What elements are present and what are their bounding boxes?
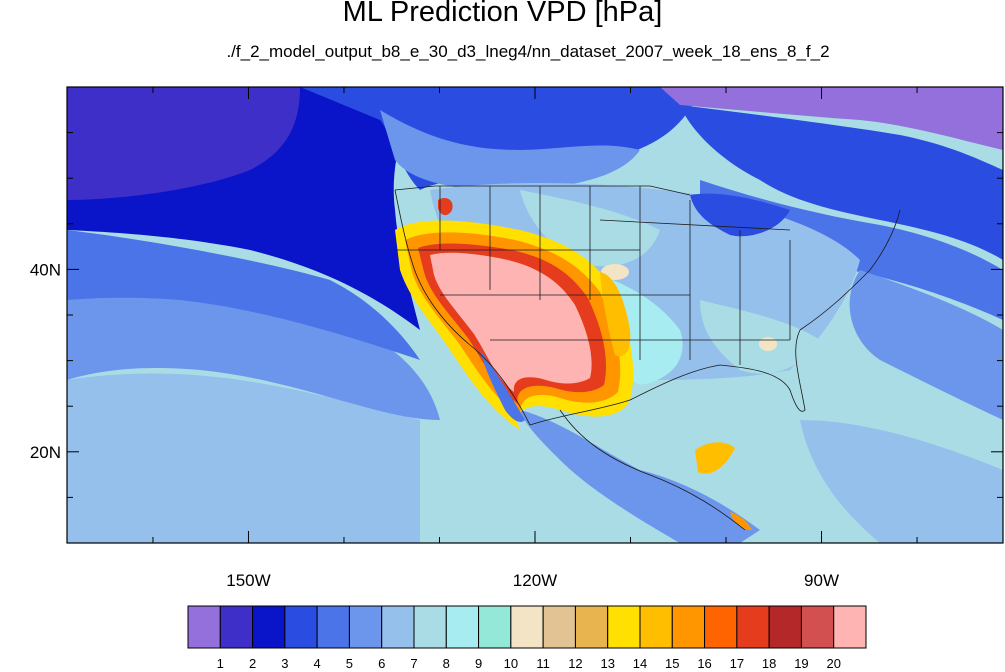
colorbar-label: 11 [536, 656, 550, 671]
colorbar-swatch [768, 605, 802, 649]
colorbar-swatch [381, 605, 415, 649]
colorbar-label: 9 [475, 656, 482, 671]
pacific-coastline [394, 189, 531, 426]
gulf-atlantic-coastline [529, 209, 901, 426]
colorbar-swatch [413, 605, 447, 649]
colorbar-label: 13 [600, 656, 614, 671]
colorbar-label: 1 [217, 656, 224, 671]
field-level-15-yucatan [695, 442, 735, 474]
lat-tick-label: 20N [30, 443, 61, 462]
colorbar-label: 19 [794, 656, 808, 671]
field-level-6-canada [380, 110, 640, 190]
colorbar-label: 4 [314, 656, 321, 671]
colorbar-swatch [510, 605, 544, 649]
field-great-lakes [690, 193, 790, 237]
field-level-4-east [680, 105, 1003, 260]
field-level-2-pacific [67, 87, 300, 200]
colorbar-label: 15 [665, 656, 679, 671]
colorbar-swatch [348, 605, 383, 649]
colorbar-swatch [187, 605, 221, 649]
field-level-5-ocean [67, 230, 420, 360]
field-gulf-of-california [480, 350, 525, 422]
field-level-4-canada [300, 87, 700, 190]
field-level-20 [430, 252, 592, 392]
lat-tick-label: 40N [30, 260, 61, 279]
field-level-7-caribbean [800, 420, 1003, 543]
colorbar-swatch [219, 605, 254, 649]
colorbar-swatch [736, 605, 770, 649]
field-level-8-southeast [700, 300, 820, 374]
colorbar-swatch [445, 605, 480, 649]
state-borders-vertical [439, 186, 791, 365]
colorbar-label: 12 [568, 656, 582, 671]
field-level-18-idaho [438, 198, 453, 216]
colorbar-swatch [833, 605, 867, 649]
colorbar-label: 2 [249, 656, 256, 671]
colorbar-label: 17 [730, 656, 744, 671]
colorbar-label: 3 [281, 656, 288, 671]
map-axis-ticks: 150W 120W 90W 40N 20N [30, 86, 1003, 590]
lon-tick-label: 90W [804, 571, 839, 590]
colorbar-label: 7 [410, 656, 417, 671]
colorbar-swatch [316, 605, 350, 649]
map-title: ML Prediction VPD [hPa] [342, 0, 663, 28]
lon-tick-label: 120W [513, 571, 557, 590]
map-boundaries [394, 185, 901, 531]
colorbar-label: 18 [762, 656, 776, 671]
colorbar-swatch [639, 605, 673, 649]
lon-tick-label: 150W [226, 571, 270, 590]
colorbar-label: 5 [346, 656, 353, 671]
colorbar: 1 2 3 4 5 6 7 8 9 10 11 12 13 14 15 16 17 18 19 20 [187, 605, 867, 671]
colorbar-label: 14 [633, 656, 647, 671]
field-level-15-plains [600, 272, 631, 357]
colorbar-swatch [284, 605, 318, 649]
field-level-11-georgia [759, 337, 777, 351]
field-level-16-central-am [730, 512, 752, 530]
colorbar-label: 10 [504, 656, 518, 671]
map-subtitle: ./f_2_model_output_b8_e_30_d3_lneg4/nn_d… [226, 42, 830, 61]
colorbar-swatch [252, 605, 286, 649]
mexico-coastline [559, 409, 746, 531]
colorbar-swatch [542, 605, 576, 649]
colorbar-label: 8 [443, 656, 450, 671]
field-level-7 [67, 373, 420, 543]
map-field [67, 87, 1003, 543]
colorbar-swatch [800, 605, 835, 649]
colorbar-swatch [478, 605, 512, 649]
colorbar-swatch [607, 605, 641, 649]
colorbar-label: 20 [826, 656, 840, 671]
field-level-6-mexico [520, 410, 760, 543]
colorbar-swatch [671, 605, 706, 649]
field-level-6-atlantic [849, 270, 1003, 420]
field-level-1 [660, 87, 1003, 150]
state-borders-horizontal [395, 219, 791, 341]
colorbar-swatch [704, 605, 738, 649]
colorbar-swatch [574, 605, 609, 649]
colorbar-label: 16 [697, 656, 711, 671]
colorbar-label: 6 [378, 656, 385, 671]
